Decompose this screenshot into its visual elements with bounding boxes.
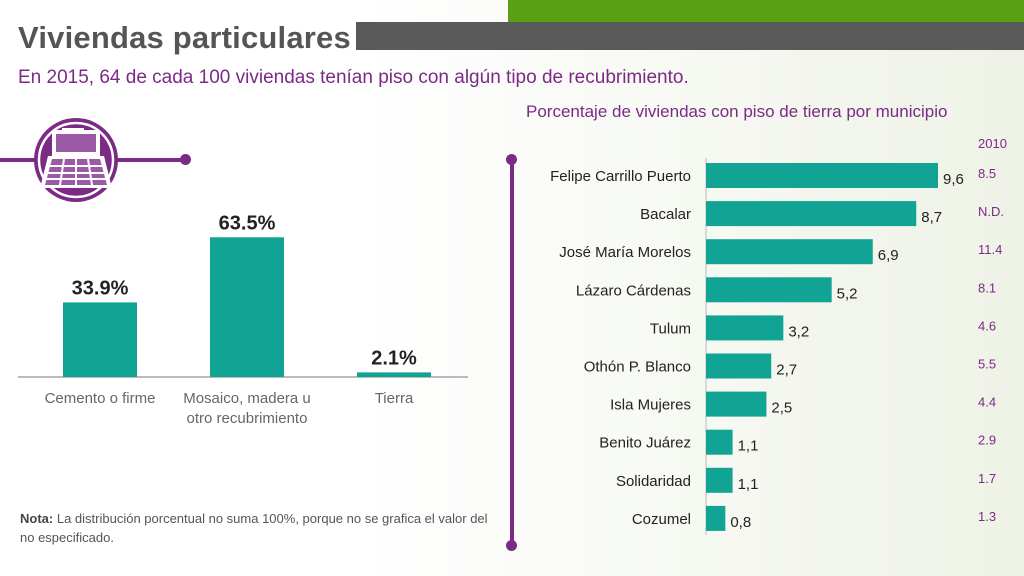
bar (210, 237, 284, 377)
value-2010-label: 4.4 (978, 395, 996, 410)
category-label: Cemento o firme (45, 390, 156, 407)
house-floor-icon (32, 116, 120, 204)
bar (63, 302, 137, 377)
value-2010-label: 2.9 (978, 433, 996, 448)
data-label: 2,5 (771, 400, 792, 417)
bar (706, 353, 772, 379)
category-label: Benito Juárez (599, 435, 691, 452)
data-label: 2,7 (776, 362, 797, 379)
bar (357, 372, 431, 377)
category-label: Solidaridad (616, 473, 691, 490)
bar (706, 467, 733, 493)
floor-type-chart: 33.9% Cemento o firme 63.5% Mosaico, madera… (18, 211, 468, 427)
value-2010-label: 5.5 (978, 357, 996, 372)
bar (706, 201, 917, 227)
bar (706, 163, 938, 188)
bar (706, 277, 832, 303)
municipality-chart: Felipe Carrillo Puerto 9,6 8.5 Bacalar 8,7 N.… (550, 158, 1004, 535)
divider-bottom-dot (506, 540, 517, 551)
data-label: 8,7 (921, 209, 942, 226)
data-label: 33.9% (72, 277, 129, 299)
value-2010-label: 4.6 (978, 318, 996, 333)
bar (706, 505, 726, 531)
bar (706, 239, 873, 265)
right-chart-title: Porcentaje de viviendas con piso de tier… (526, 102, 948, 121)
data-label: 9,6 (943, 171, 964, 188)
category-label: Lázaro Cárdenas (576, 282, 691, 299)
value-2010-label: 11.4 (978, 242, 1002, 257)
value-2010-label: N.D. (978, 204, 1004, 219)
title-decoration-bar (356, 22, 1024, 50)
data-label: 0,8 (730, 514, 751, 531)
data-label: 63.5% (219, 212, 276, 234)
category-label: Felipe Carrillo Puerto (550, 168, 691, 185)
category-label: Tulum (650, 320, 691, 337)
year-2010-label: 2010 (978, 136, 1007, 151)
data-label: 2.1% (371, 347, 417, 369)
data-label: 5,2 (837, 285, 858, 302)
category-label: Isla Mujeres (610, 397, 691, 414)
category-label: Othón P. Blanco (584, 359, 691, 376)
footnote-label: Nota: (20, 511, 54, 526)
page-subtitle: En 2015, 64 de cada 100 viviendas tenían… (18, 67, 689, 88)
page-title: Viviendas particulares (18, 20, 351, 55)
category-label: otro recubrimiento (187, 410, 308, 427)
category-label: José María Morelos (559, 244, 691, 261)
value-2010-label: 8.1 (978, 280, 996, 295)
category-label: Bacalar (640, 206, 691, 223)
data-label: 6,9 (878, 247, 899, 264)
category-label: Cozumel (632, 511, 691, 528)
data-label: 3,2 (788, 323, 809, 340)
top-accent-bar (508, 0, 1024, 22)
bar (706, 429, 733, 455)
category-label: Tierra (375, 390, 414, 407)
value-2010-label: 1.3 (978, 509, 996, 524)
timeline-dot (180, 154, 191, 165)
value-2010-label: 1.7 (978, 471, 996, 486)
divider-top-dot (506, 154, 517, 165)
bar (706, 391, 767, 417)
footnote: Nota: La distribución porcentual no suma… (20, 509, 500, 547)
vertical-divider (510, 160, 514, 544)
value-2010-label: 8.5 (978, 166, 996, 181)
footnote-text: La distribución porcentual no suma 100%,… (20, 511, 488, 545)
category-label: Mosaico, madera u (183, 390, 311, 407)
bar (706, 315, 784, 341)
data-label: 1,1 (738, 438, 759, 455)
data-label: 1,1 (738, 476, 759, 493)
